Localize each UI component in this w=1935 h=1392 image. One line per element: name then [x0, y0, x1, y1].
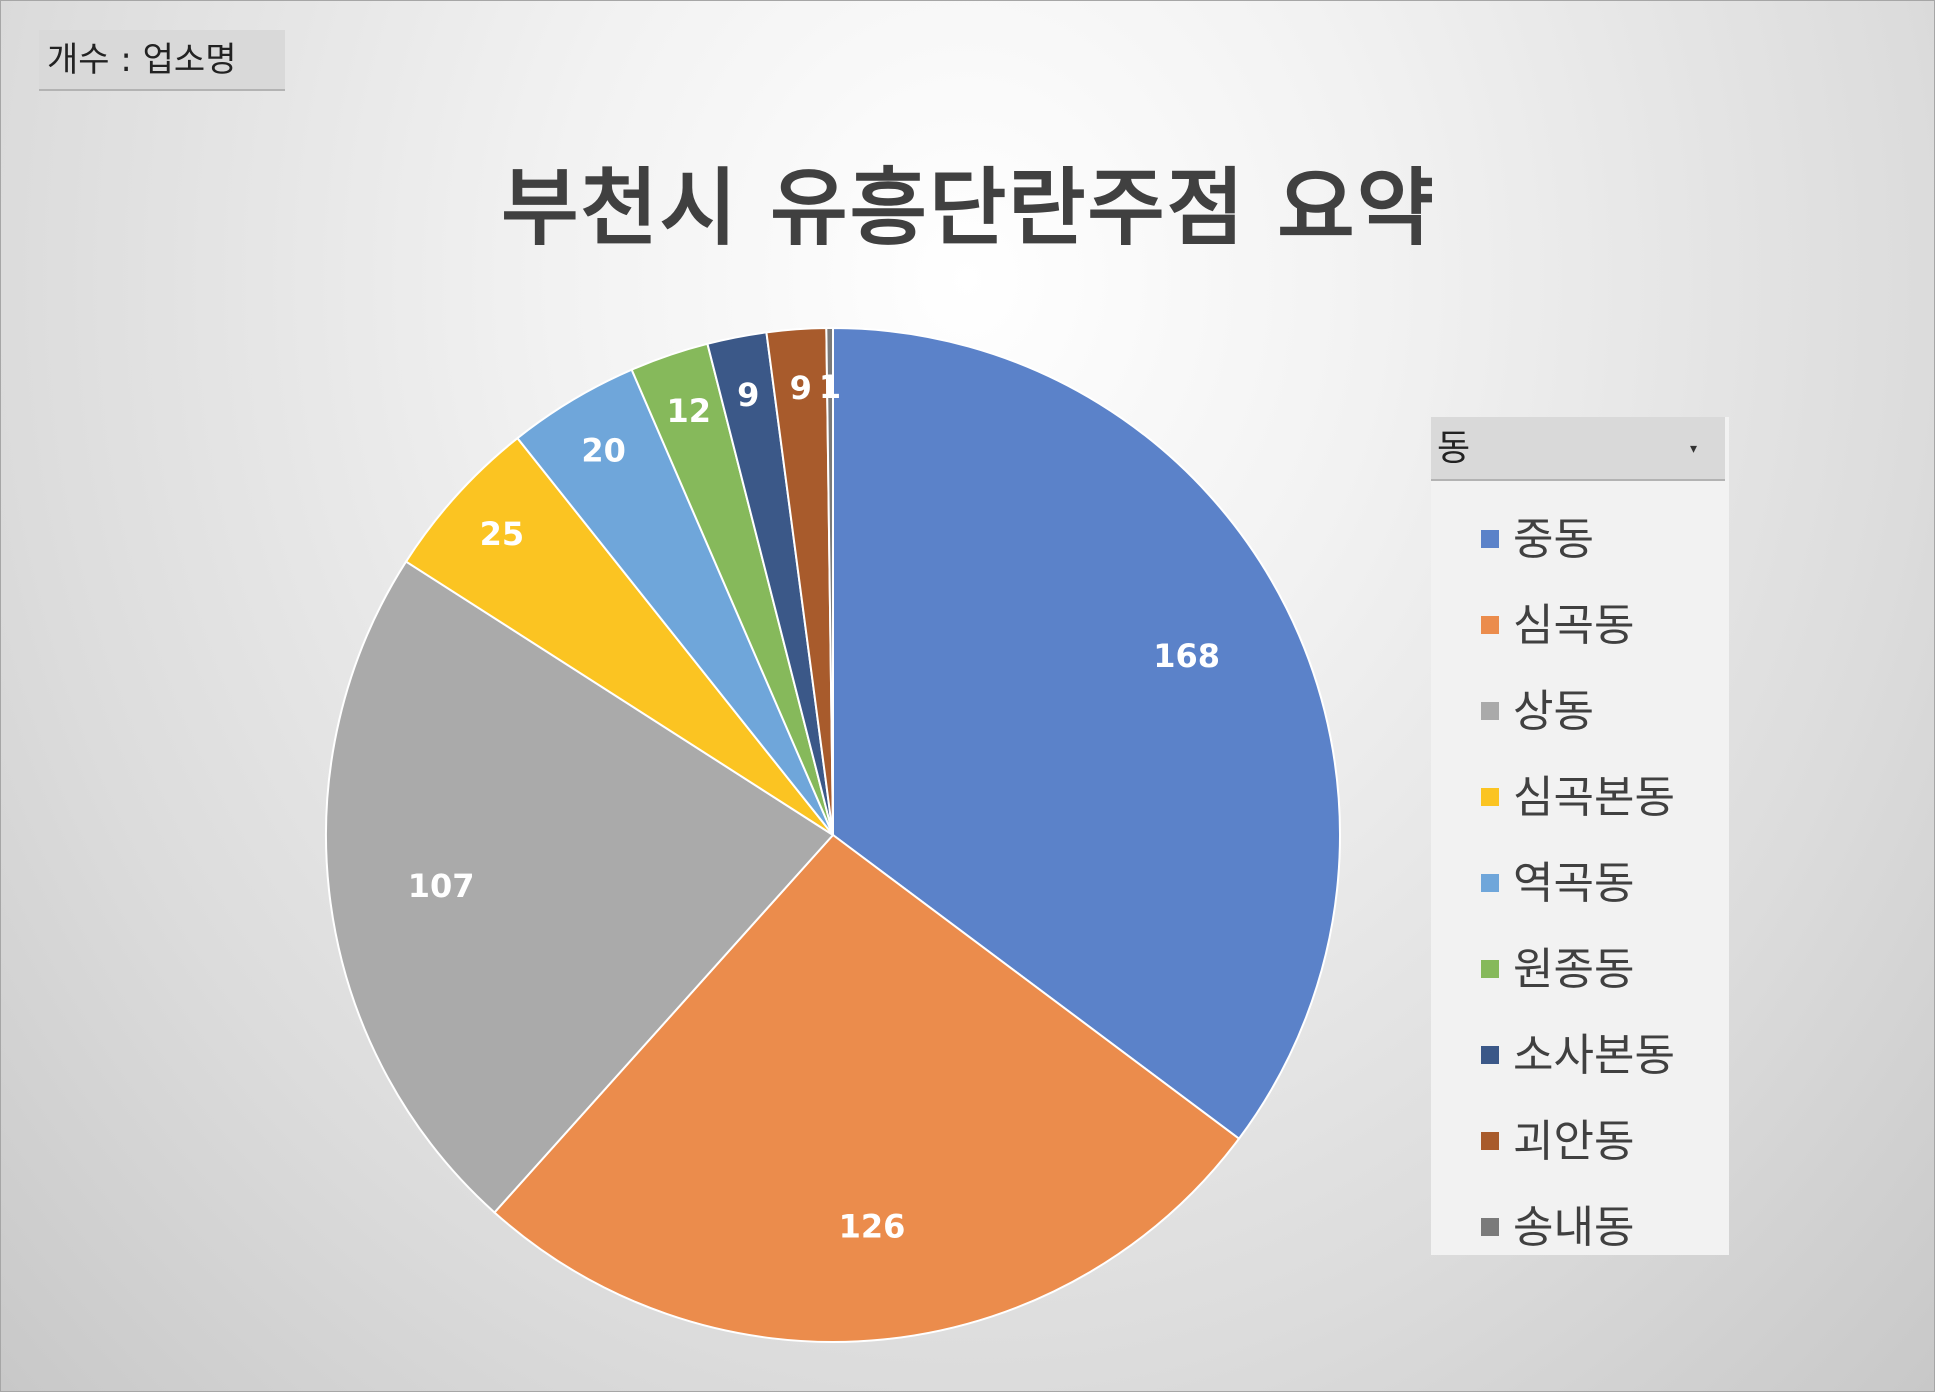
data-label-상동: 107 — [408, 867, 475, 905]
legend-label: 심곡본동 — [1513, 772, 1675, 823]
legend-item-괴안동: 괴안동 — [1481, 1112, 1634, 1172]
legend-field-filter-button[interactable]: 동 ▾ — [1431, 417, 1725, 481]
data-label-소사본동: 9 — [737, 376, 759, 414]
data-label-괴안동: 9 — [790, 369, 812, 407]
data-label-심곡본동: 25 — [480, 515, 525, 553]
legend-swatch — [1481, 788, 1499, 806]
legend-swatch — [1481, 702, 1499, 720]
legend-item-원종동: 원종동 — [1481, 940, 1634, 1000]
legend-label: 송내동 — [1513, 1202, 1635, 1253]
dropdown-arrow-icon[interactable]: ▾ — [1689, 441, 1697, 457]
legend-item-중동: 중동 — [1481, 510, 1594, 570]
legend-item-심곡본동: 심곡본동 — [1481, 768, 1675, 828]
legend-swatch — [1481, 960, 1499, 978]
legend-swatch — [1481, 874, 1499, 892]
legend-swatch — [1481, 616, 1499, 634]
legend-swatch — [1481, 1218, 1499, 1236]
legend-swatch — [1481, 1046, 1499, 1064]
pie-slice-송내동[interactable] — [825, 326, 834, 836]
legend-field-label: 동 — [1437, 428, 1471, 469]
legend-label: 역곡동 — [1513, 858, 1635, 909]
legend-item-역곡동: 역곡동 — [1481, 854, 1634, 914]
legend-item-심곡동: 심곡동 — [1481, 596, 1634, 656]
data-label-원종동: 12 — [666, 392, 711, 430]
legend-label: 원종동 — [1513, 944, 1635, 995]
data-label-송내동: 1 — [819, 368, 841, 406]
pie-slice-심곡동[interactable] — [493, 833, 1241, 1343]
value-field-button[interactable]: 개수 : 업소명 — [39, 30, 285, 91]
pie-slice-상동[interactable] — [325, 560, 835, 1214]
legend-label: 괴안동 — [1513, 1116, 1635, 1167]
legend-label: 심곡동 — [1513, 600, 1635, 651]
legend-swatch — [1481, 1132, 1499, 1150]
legend-label: 상동 — [1513, 686, 1594, 737]
legend-item-송내동: 송내동 — [1481, 1198, 1634, 1258]
legend-label: 소사본동 — [1513, 1030, 1675, 1081]
legend-item-소사본동: 소사본동 — [1481, 1026, 1675, 1086]
data-label-심곡동: 126 — [839, 1208, 906, 1246]
legend-swatch — [1481, 530, 1499, 548]
pie-slice-심곡본동[interactable] — [404, 436, 834, 836]
data-label-중동: 168 — [1153, 637, 1220, 675]
legend-item-상동: 상동 — [1481, 682, 1594, 742]
pie-slice-중동[interactable] — [832, 326, 1341, 1141]
legend-label: 중동 — [1513, 514, 1594, 565]
data-label-역곡동: 20 — [581, 431, 626, 469]
chart-title: 부천시 유흥단란주점 요약 — [501, 159, 1436, 257]
